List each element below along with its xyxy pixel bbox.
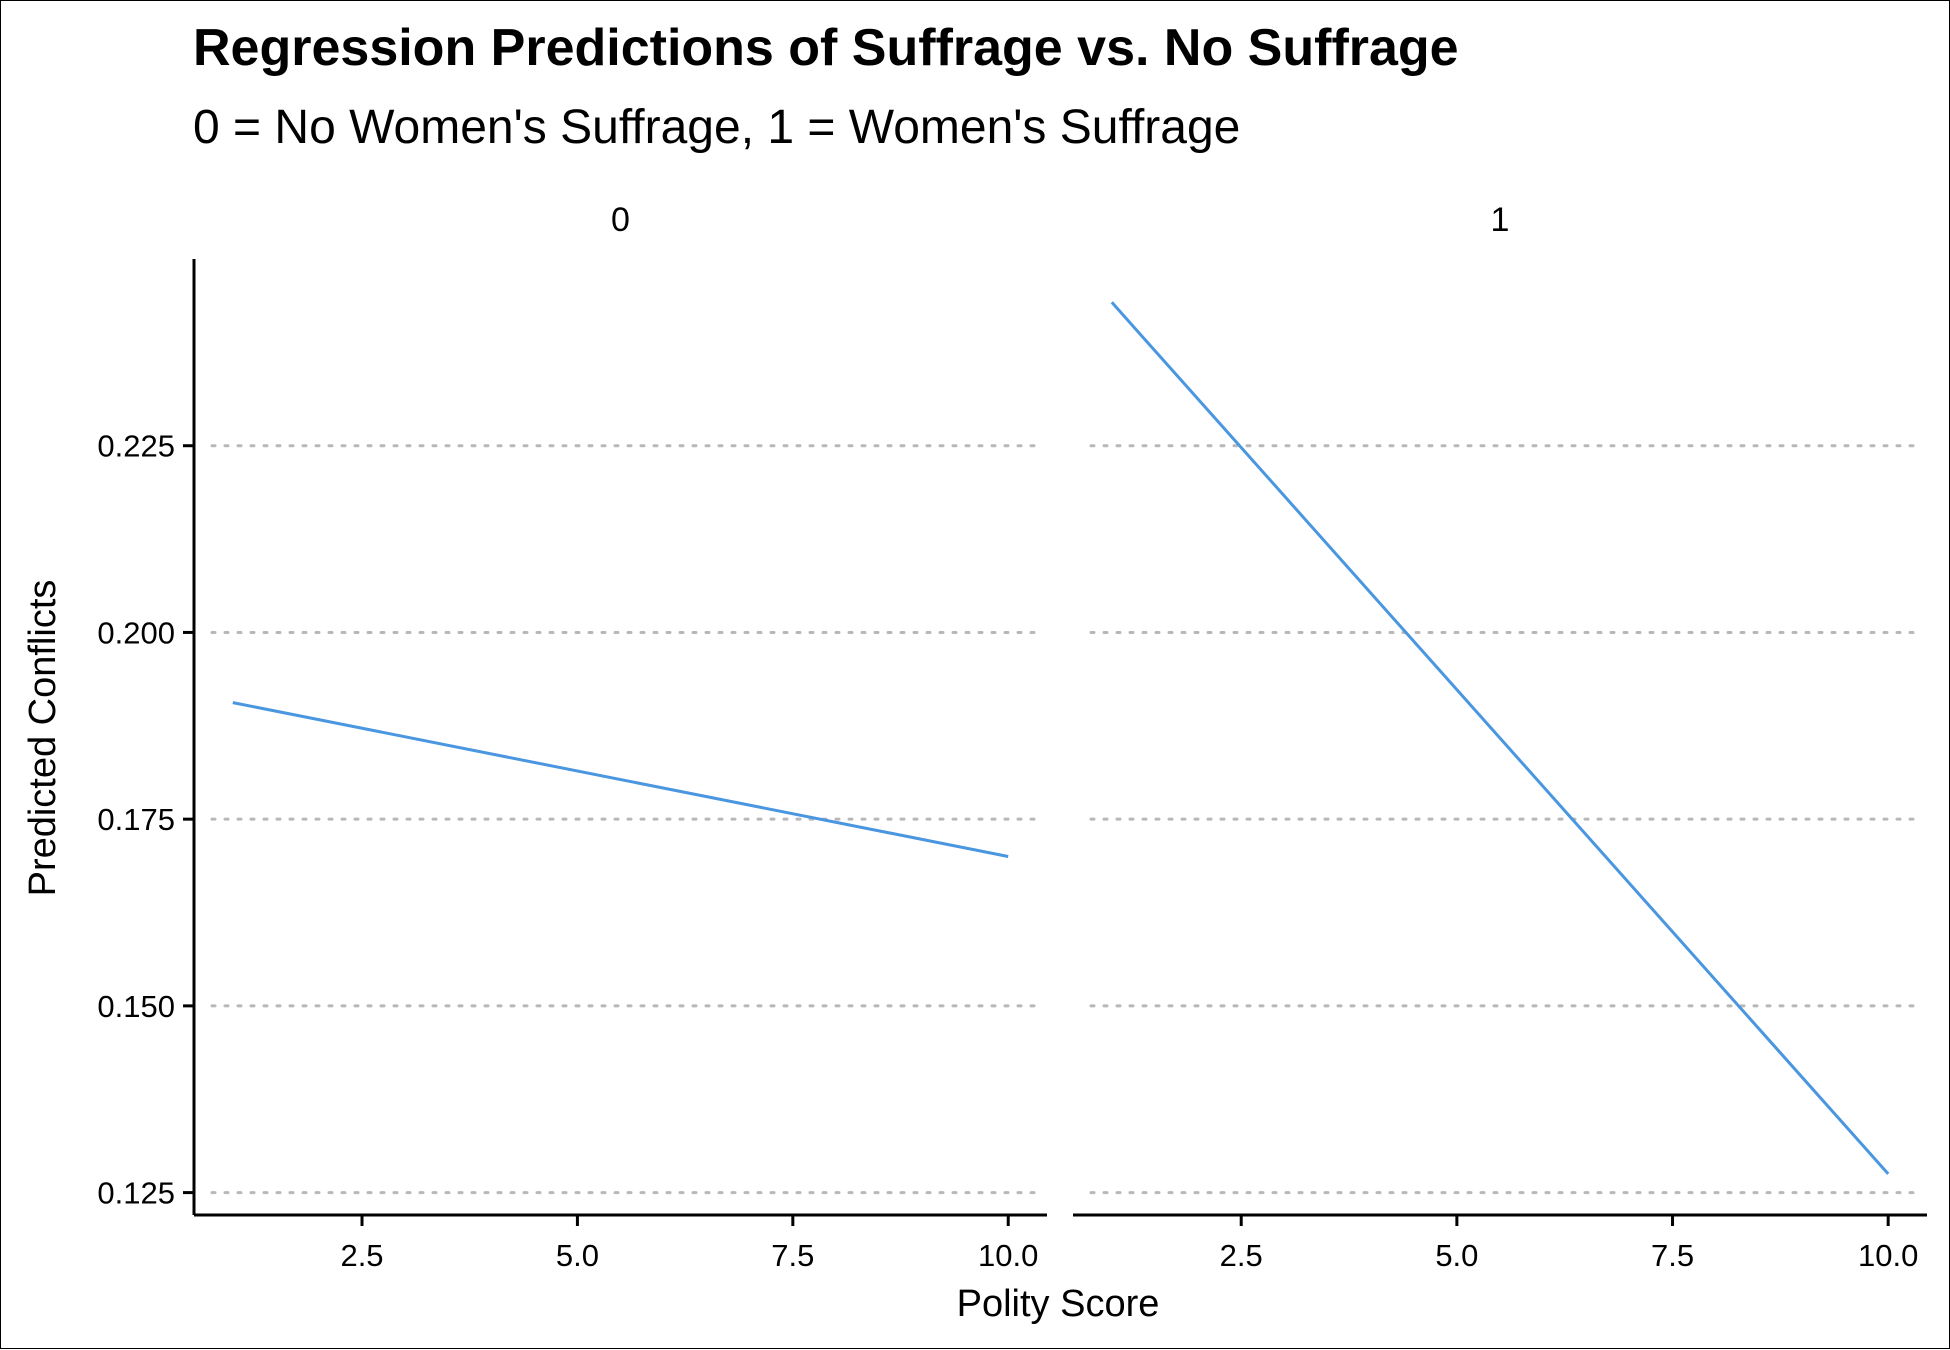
x-tick-label: 5.0 xyxy=(1435,1238,1478,1273)
series-line-0 xyxy=(232,701,1009,858)
x-tick-label: 2.5 xyxy=(340,1238,383,1273)
y-tick-label: 0.150 xyxy=(97,989,175,1024)
series-line-1 xyxy=(1110,301,1890,1175)
y-axis: 0.125 0.150 0.175 0.200 0.225 xyxy=(97,259,196,1215)
y-tick-label: 0.225 xyxy=(97,429,175,464)
chart-title: Regression Predictions of Suffrage vs. N… xyxy=(193,19,1459,77)
y-tick-label: 0.200 xyxy=(97,615,175,650)
x-tick-label: 10.0 xyxy=(978,1238,1038,1273)
facet-panel-1: 1 2.5 5.0 7.5 10.0 xyxy=(1073,201,1927,1273)
x-tick-label: 7.5 xyxy=(771,1238,814,1273)
y-tick-label: 0.175 xyxy=(97,802,175,837)
facet-strip-label: 1 xyxy=(1491,201,1510,239)
x-tick-label: 7.5 xyxy=(1651,1238,1694,1273)
x-tick-label: 5.0 xyxy=(556,1238,599,1273)
facet-panels: 02.5 5.0 7.5 10.012.5 5.0 7.5 10.00.1250.1500.… xyxy=(97,201,1927,1273)
facet-panel-0: 0 2.5 5.0 7.5 10.0 xyxy=(194,201,1047,1273)
chart-subtitle: 0 = No Women's Suffrage, 1 = Women's Suf… xyxy=(193,101,1240,154)
y-tick-label: 0.125 xyxy=(97,1176,175,1211)
x-axis-title: Polity Score xyxy=(957,1283,1160,1325)
x-tick-label: 10.0 xyxy=(1858,1238,1918,1273)
x-tick-label: 2.5 xyxy=(1220,1238,1263,1273)
y-axis-title: Predicted Conflicts xyxy=(22,580,64,897)
facet-strip-label: 0 xyxy=(611,201,630,239)
